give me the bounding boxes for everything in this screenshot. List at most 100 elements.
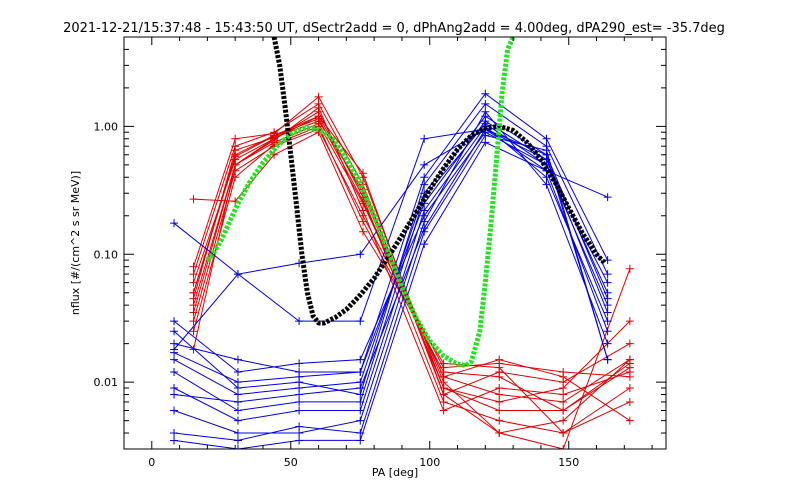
data-point [270,150,279,159]
data-point [356,355,365,364]
series-line [173,128,609,403]
x-tick-label: 100 [419,456,440,469]
x-axis-label: PA [deg] [372,466,418,479]
data-point [170,390,179,399]
data-point [625,383,634,392]
x-axis: 0 50 100 150 [148,37,653,469]
data-point [542,180,551,189]
data-point [314,103,323,112]
data-point [233,436,242,445]
data-point [295,397,304,406]
data-point [359,169,368,178]
y-axis: 0.01 0.10 1.00 [94,36,666,450]
series-line [173,128,608,275]
data-point [625,368,634,377]
data-point [189,288,198,297]
data-point [295,422,304,431]
data-point [495,397,504,406]
data-point [356,436,365,445]
plot-frame [123,36,667,450]
data-point [603,308,612,317]
series-line [173,92,609,383]
data-point [559,372,568,381]
series-line [173,134,609,441]
fit-curve-green [205,37,516,368]
data-point [625,317,634,326]
data-point [359,206,368,215]
data-point [270,132,279,141]
series-blue-16 [170,122,612,425]
data-point [603,193,612,202]
x-tick-label: 0 [148,456,155,469]
data-point [481,99,490,108]
data-point [481,138,490,147]
data-point [495,383,504,392]
series-blue-17 [170,107,612,438]
data-point [439,372,448,381]
series-blue-18 [170,131,612,445]
data-point [233,445,242,449]
plot-area [170,37,634,449]
data-point [625,397,634,406]
data-point [625,359,634,368]
data-point [495,406,504,415]
data-point [233,416,242,425]
data-point [559,383,568,392]
data-point [603,339,612,348]
data-point [233,406,242,415]
data-point [189,195,198,204]
data-point [603,270,612,279]
y-tick-label: 0.10 [94,248,119,261]
data-point [439,359,448,368]
data-point [231,152,240,161]
data-point [170,436,179,445]
data-point [170,355,179,364]
data-point [189,262,198,271]
series-blue-23 [170,125,612,406]
data-point [603,278,612,287]
data-point [625,339,634,348]
data-point [603,355,612,364]
series-red-11 [189,114,634,425]
data-point [603,327,612,336]
data-point [542,150,551,159]
data-point [495,429,504,438]
data-point [233,397,242,406]
series-blue-22 [170,89,612,387]
data-point [439,390,448,399]
data-point [233,270,242,279]
data-point [420,206,429,215]
data-point [420,160,429,169]
data-point [542,142,551,151]
series-line [173,115,609,396]
data-point [495,363,504,372]
data-point [495,372,504,381]
data-point [359,217,368,226]
data-point [170,406,179,415]
data-point [170,429,179,438]
data-point [559,397,568,406]
data-point [170,317,179,326]
data-point [495,355,504,364]
data-point [420,240,429,249]
data-point [356,368,365,377]
x-tick-label: 150 [558,456,579,469]
y-tick-label: 0.01 [94,376,119,389]
data-point [625,264,634,273]
data-point [439,406,448,415]
data-point [420,173,429,182]
series-line [173,110,609,434]
data-point [170,219,179,228]
data-point [356,406,365,415]
y-axis-label: nflux [#/(cm^2 s sr MeV)] [69,171,82,315]
data-point [481,89,490,98]
data-point [356,317,365,326]
data-point [295,372,304,381]
data-point [295,390,304,399]
series-line [173,141,609,449]
data-point [559,416,568,425]
data-point [420,134,429,143]
data-point [542,134,551,143]
data-point [359,227,368,236]
